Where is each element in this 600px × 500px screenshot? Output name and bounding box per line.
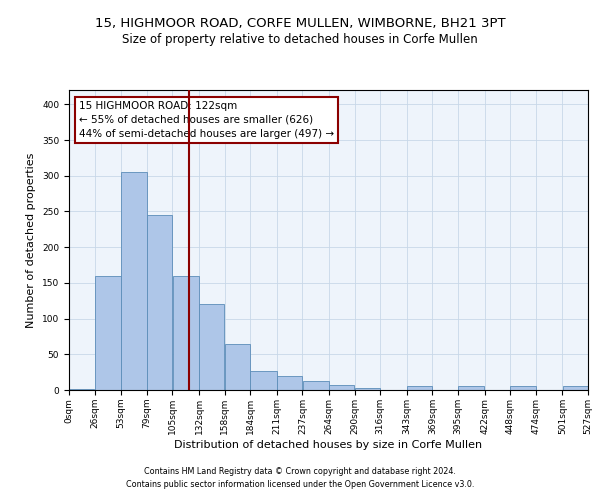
- Y-axis label: Number of detached properties: Number of detached properties: [26, 152, 37, 328]
- Bar: [147, 215, 172, 390]
- Text: Contains HM Land Registry data © Crown copyright and database right 2024.: Contains HM Land Registry data © Crown c…: [144, 467, 456, 476]
- Bar: [225, 344, 250, 390]
- Bar: [277, 376, 302, 390]
- Bar: [302, 382, 329, 390]
- Text: 15, HIGHMOOR ROAD, CORFE MULLEN, WIMBORNE, BH21 3PT: 15, HIGHMOOR ROAD, CORFE MULLEN, WIMBORN…: [95, 18, 505, 30]
- Bar: [355, 388, 380, 390]
- Text: 15 HIGHMOOR ROAD: 122sqm
← 55% of detached houses are smaller (626)
44% of semi-: 15 HIGHMOOR ROAD: 122sqm ← 55% of detach…: [79, 100, 334, 138]
- Bar: [511, 386, 536, 390]
- Bar: [250, 370, 277, 390]
- X-axis label: Distribution of detached houses by size in Corfe Mullen: Distribution of detached houses by size …: [175, 440, 482, 450]
- Bar: [199, 304, 224, 390]
- Bar: [121, 172, 146, 390]
- Bar: [173, 276, 199, 390]
- Bar: [69, 388, 94, 390]
- Text: Size of property relative to detached houses in Corfe Mullen: Size of property relative to detached ho…: [122, 32, 478, 46]
- Bar: [407, 386, 432, 390]
- Text: Contains public sector information licensed under the Open Government Licence v3: Contains public sector information licen…: [126, 480, 474, 489]
- Bar: [563, 386, 588, 390]
- Bar: [458, 386, 484, 390]
- Bar: [329, 385, 355, 390]
- Bar: [95, 276, 121, 390]
